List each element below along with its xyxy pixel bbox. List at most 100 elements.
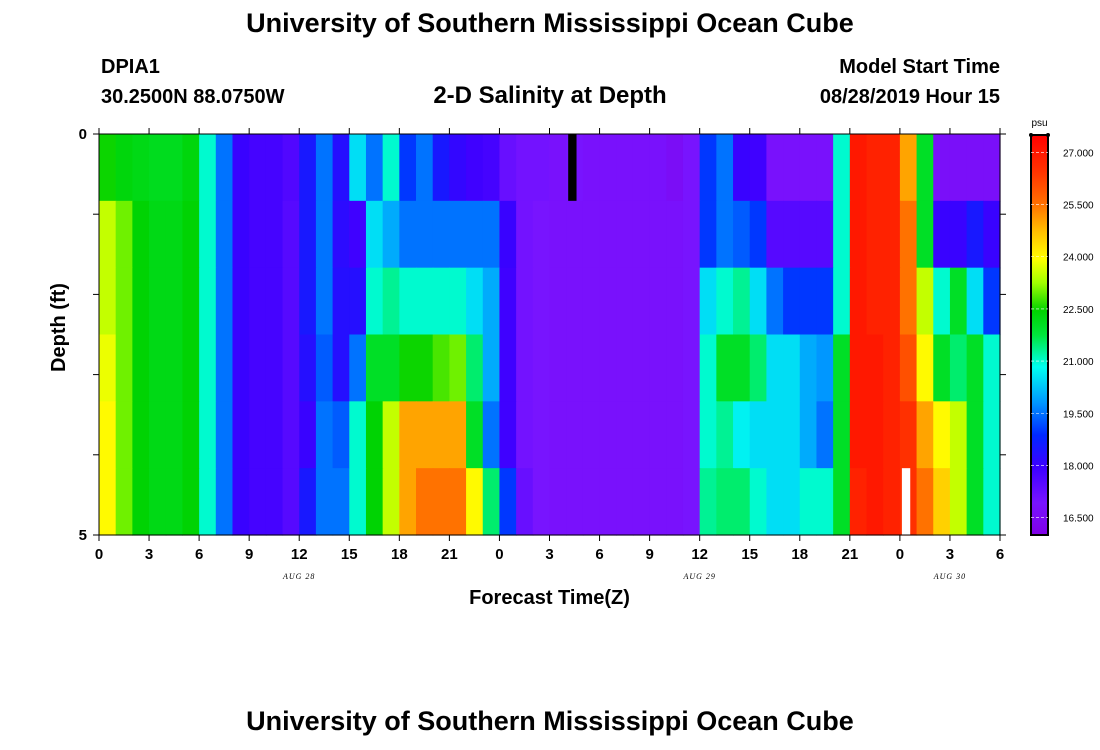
heatmap-cell <box>199 134 217 202</box>
heatmap-cell <box>382 267 400 336</box>
heatmap-cell <box>149 401 167 469</box>
heatmap-cell <box>599 334 617 402</box>
heatmap-cell <box>516 468 534 536</box>
heatmap-cell <box>783 267 801 336</box>
heatmap-cell <box>883 134 901 202</box>
x-tick-label: 12 <box>691 546 708 563</box>
heatmap-cell <box>883 334 901 402</box>
heatmap-cell <box>682 468 701 536</box>
heatmap-cell <box>315 401 334 469</box>
heatmap-cell <box>949 334 968 402</box>
x-tick-label: 0 <box>495 546 503 563</box>
x-tick-label: 21 <box>441 546 458 563</box>
heatmap-cell <box>432 200 450 269</box>
heatmap-cell <box>99 334 117 402</box>
heatmap-cell <box>599 468 617 536</box>
heatmap-cell <box>532 468 551 536</box>
heatmap-cell <box>666 200 684 269</box>
heatmap-cell <box>983 468 1001 536</box>
heatmap-cell <box>399 468 417 536</box>
heatmap-cell <box>299 468 317 536</box>
heatmap-cell <box>299 200 317 269</box>
heatmap-cell <box>949 134 968 202</box>
colorbar-gradient <box>1030 134 1049 536</box>
heatmap-cell <box>766 200 784 269</box>
heatmap-cell <box>232 200 250 269</box>
heatmap-cell <box>566 401 584 469</box>
colorbar-tick-label: 18.000 <box>1063 461 1094 472</box>
heatmap-cell <box>249 468 267 536</box>
heatmap-cell <box>983 200 1001 269</box>
heatmap-cell <box>466 401 484 469</box>
heatmap-cell <box>899 200 918 269</box>
heatmap-cell <box>966 200 984 269</box>
station-coordinates: 30.2500N 88.0750W <box>101 86 285 108</box>
heatmap-cell <box>866 401 884 469</box>
heatmap-cell <box>666 267 684 336</box>
heatmap-cell <box>682 267 701 336</box>
heatmap-cell <box>716 401 734 469</box>
heatmap-cell <box>349 468 367 536</box>
heatmap-cell <box>816 200 834 269</box>
heatmap-cell <box>99 401 117 469</box>
heatmap-cell <box>933 401 951 469</box>
heatmap-cell <box>449 468 467 536</box>
heatmap-cell <box>199 334 217 402</box>
heatmap-cell <box>249 134 267 202</box>
heatmap-cell <box>449 200 467 269</box>
heatmap-cell <box>132 134 150 202</box>
heatmap-cell <box>399 334 417 402</box>
heatmap-cell <box>499 401 517 469</box>
heatmap-cell <box>349 134 367 202</box>
heatmap-cell <box>265 334 284 402</box>
heatmap-cell <box>399 267 417 336</box>
heatmap-cell <box>649 134 667 202</box>
heatmap-cell <box>582 401 601 469</box>
heatmap-cell <box>282 200 300 269</box>
heatmap-cell <box>833 267 851 336</box>
heatmap-cell <box>382 200 400 269</box>
heatmap-cell <box>799 401 818 469</box>
heatmap-cell <box>599 401 617 469</box>
heatmap-cell <box>783 401 801 469</box>
heatmap-cell <box>716 134 734 202</box>
heatmap-cell <box>649 334 667 402</box>
heatmap-cell <box>799 134 818 202</box>
heatmap-cell <box>916 134 934 202</box>
heatmap-cell <box>666 401 684 469</box>
heatmap-cell <box>833 200 851 269</box>
heatmap-cell <box>682 200 701 269</box>
date-label: AUG 28 <box>282 572 315 581</box>
heatmap-cell <box>716 334 734 402</box>
heatmap-cell <box>799 267 818 336</box>
heatmap-cell <box>249 267 267 336</box>
heatmap-cell <box>115 334 133 402</box>
heatmap-cell <box>582 134 601 202</box>
heatmap-cell <box>666 334 684 402</box>
x-tick-label: 18 <box>391 546 408 563</box>
heatmap-cell <box>332 200 350 269</box>
heatmap-cell <box>616 200 634 269</box>
heatmap-cell <box>182 334 200 402</box>
heatmap-cell <box>566 267 584 336</box>
heatmap-cell <box>783 134 801 202</box>
heatmap-cell <box>249 200 267 269</box>
heatmap-cell <box>199 401 217 469</box>
x-tick-label: 0 <box>896 546 904 563</box>
heatmap-cell <box>532 401 551 469</box>
heatmap-cell <box>966 401 984 469</box>
heatmap-cell <box>199 200 217 269</box>
heatmap-cell <box>382 468 400 536</box>
heatmap-cell <box>232 401 250 469</box>
x-tick-label: 6 <box>195 546 203 563</box>
colorbar-unit: psu <box>1031 118 1047 129</box>
heatmap-cell <box>349 334 367 402</box>
heatmap-cell <box>99 267 117 336</box>
heatmap-cell <box>432 401 450 469</box>
heatmap-cell <box>132 334 150 402</box>
heatmap-cell <box>332 468 350 536</box>
heatmap-cell <box>115 468 133 536</box>
heatmap-cell <box>332 401 350 469</box>
model-start-value: 08/28/2019 Hour 15 <box>819 86 1000 108</box>
heatmap-cell <box>883 200 901 269</box>
